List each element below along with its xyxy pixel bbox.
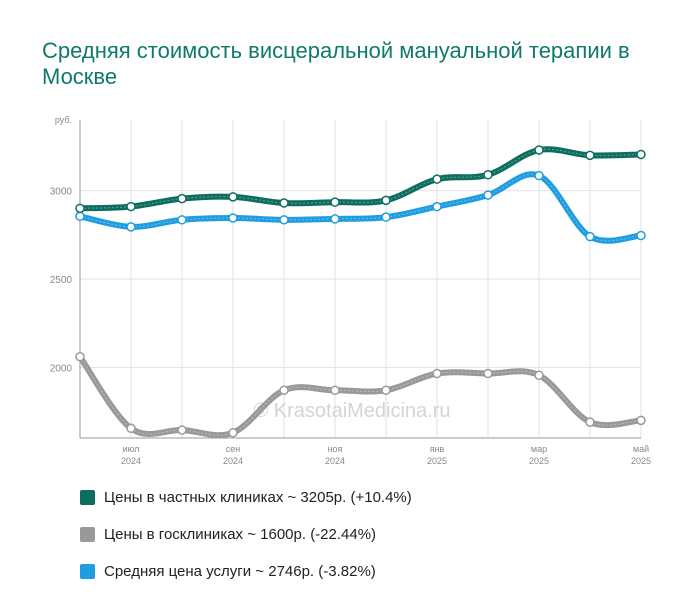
x-tick-label-year: 2025: [529, 456, 549, 466]
data-point-public: [636, 415, 646, 426]
data-point-private: [585, 150, 595, 161]
data-point-average: [228, 213, 238, 223]
axes: 2000 2500 3000 руб. июл 2024 сен 2024 ноя 2024 янв…: [50, 115, 651, 466]
y-tick-label: 2000: [50, 363, 73, 374]
y-tick-label: 3000: [50, 187, 73, 198]
data-point-private: [177, 193, 187, 204]
legend-item-average[interactable]: Средняя цена услуги ~ 2746р. (-3.82%): [80, 560, 412, 582]
data-point-private: [279, 198, 289, 208]
y-unit-label: руб.: [55, 115, 72, 125]
data-point-public: [483, 368, 493, 379]
legend-swatch-private: [80, 489, 95, 505]
data-point-average: [279, 215, 289, 225]
data-point-average: [585, 231, 595, 242]
data-point-private: [483, 170, 493, 180]
series-line-texture-public: [79, 356, 642, 436]
data-point-average: [126, 222, 136, 232]
series-line-texture-private: [79, 148, 642, 209]
data-point-public: [432, 368, 442, 379]
data-point-public: [228, 427, 238, 438]
series-line-public: [77, 353, 644, 439]
data-point-private: [534, 145, 544, 155]
legend-label-average: Средняя цена услуги ~ 2746р. (-3.82%): [104, 562, 376, 580]
data-point-private: [126, 201, 136, 212]
data-point-average: [432, 201, 442, 212]
data-point-average: [330, 214, 340, 224]
data-point-private: [75, 203, 85, 214]
legend-label-public: Цены в госклиниках ~ 1600р. (-22.44%): [104, 525, 377, 543]
x-tick-label-month: май: [633, 444, 649, 454]
x-tick-label-month: мар: [531, 444, 547, 454]
x-tick-label-year: 2024: [325, 456, 345, 466]
legend-swatch-public: [80, 526, 95, 542]
x-tick-label-year: 2025: [631, 456, 651, 466]
data-point-public: [330, 385, 340, 396]
data-point-public: [585, 417, 595, 427]
data-point-public: [177, 425, 187, 435]
data-point-public: [279, 385, 289, 396]
legend-item-public[interactable]: Цены в госклиниках ~ 1600р. (-22.44%): [80, 523, 412, 545]
data-point-private: [432, 174, 442, 184]
x-tick-label-month: янв: [430, 444, 445, 454]
data-point-public: [381, 385, 391, 396]
legend-item-private[interactable]: Цены в частных клиниках ~ 3205р. (+10.4%…: [80, 486, 412, 508]
data-point-average: [534, 170, 544, 181]
legend-swatch-average: [80, 563, 95, 579]
series-layer: [75, 145, 646, 439]
x-tick-label-year: 2024: [121, 456, 141, 466]
legend-label-private: Цены в частных клиниках ~ 3205р. (+10.4%…: [104, 488, 412, 506]
series-line-private: [77, 146, 644, 212]
line-chart: © KrasotaiMedicina.ru 2000 2500 3000 руб. ию…: [50, 115, 651, 466]
data-point-average: [177, 215, 187, 225]
data-point-average: [75, 211, 85, 222]
chart-title: Средняя стоимость висцеральной мануально…: [42, 38, 630, 89]
data-point-public: [534, 370, 544, 381]
data-point-average: [636, 230, 646, 241]
y-tick-label: 2500: [50, 275, 73, 286]
data-point-private: [330, 197, 340, 207]
data-point-public: [126, 423, 136, 434]
grid: [79, 120, 642, 438]
x-tick-label-month: ноя: [328, 444, 343, 454]
x-tick-label-year: 2024: [223, 456, 243, 466]
data-point-private: [228, 192, 238, 202]
data-point-private: [381, 195, 391, 206]
series-line-average: [77, 171, 644, 244]
series-line-texture-average: [79, 173, 642, 242]
watermark: © KrasotaiMedicina.ru: [253, 400, 450, 422]
data-point-average: [483, 190, 493, 200]
legend: Цены в частных клиниках ~ 3205р. (+10.4%…: [80, 486, 412, 597]
x-tick-label-year: 2025: [427, 456, 447, 466]
data-point-average: [381, 212, 391, 222]
data-point-private: [636, 149, 646, 160]
x-tick-label-month: июл: [123, 444, 140, 454]
data-point-public: [75, 351, 85, 362]
x-tick-label-month: сен: [226, 444, 241, 454]
